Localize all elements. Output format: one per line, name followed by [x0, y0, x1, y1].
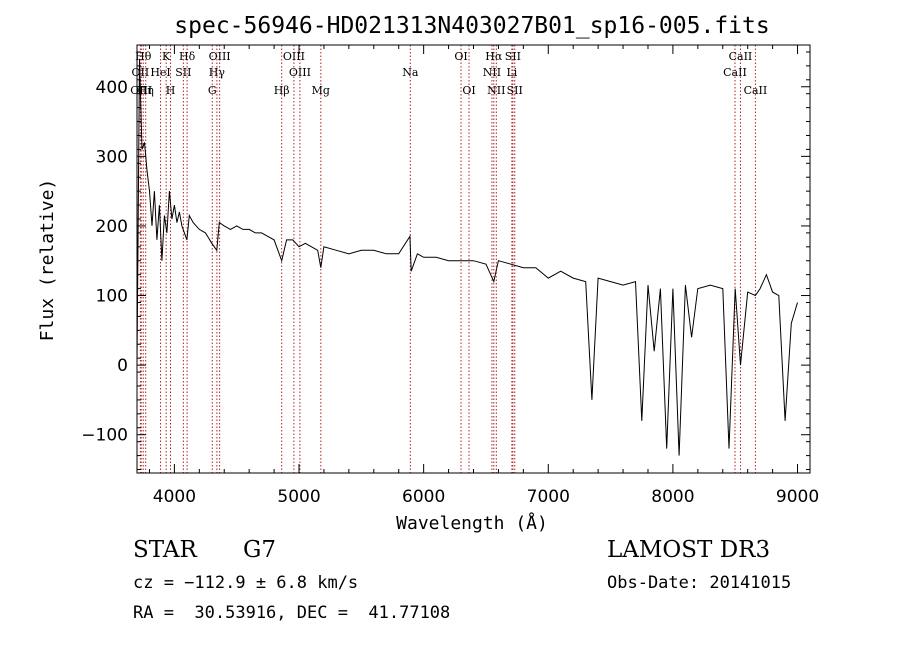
line-marker-label: OI	[462, 84, 475, 97]
line-marker-label: Hβ	[274, 84, 290, 97]
line-marker-label: Li	[506, 66, 517, 79]
object-class: STAR	[133, 537, 197, 563]
line-marker-label: CaII	[723, 66, 747, 79]
obs-date: Obs-Date: 20141015	[607, 573, 792, 593]
line-marker-label: SII	[505, 50, 521, 63]
y-axis: −100 0 100 200 300 400	[81, 51, 810, 471]
line-marker-label: G	[208, 84, 217, 97]
line-marker-label: Na	[402, 66, 419, 79]
x-tick-label: 5000	[277, 487, 320, 507]
line-marker-label: HeI	[150, 66, 170, 79]
chart-title: spec-56946-HD021313N403027B01_sp16-005.f…	[174, 13, 769, 39]
x-axis: 4000 5000 6000 7000 8000 9000	[148, 45, 819, 507]
line-marker-label: NII	[483, 66, 501, 79]
redshift-text: cz = −112.9 ± 6.8 km/s	[133, 573, 359, 593]
line-marker-label: SII	[175, 66, 191, 79]
x-tick-label: 4000	[153, 487, 196, 507]
line-marker-label: CaII	[744, 84, 768, 97]
x-axis-label: Wavelength (Å)	[396, 512, 548, 534]
y-tick-label: 400	[96, 78, 128, 98]
line-marker-label: OIII	[209, 50, 231, 63]
y-tick-label: 100	[96, 287, 128, 307]
spectral-subclass: G7	[243, 537, 277, 563]
x-tick-label: 6000	[402, 487, 445, 507]
survey-name: LAMOST DR3	[607, 537, 771, 563]
line-marker-label: K	[162, 50, 171, 63]
line-marker-label: SII	[507, 84, 523, 97]
line-marker-label: OI	[454, 50, 467, 63]
line-marker-label: H	[166, 84, 176, 97]
emission-line-markers	[139, 45, 756, 473]
y-tick-label: 200	[96, 217, 128, 237]
line-marker-label: Hα	[485, 50, 503, 63]
plot-frame	[136, 44, 811, 474]
y-tick-label: −100	[81, 426, 128, 446]
line-marker-label: Hγ	[209, 66, 226, 79]
y-axis-label: Flux (relative)	[37, 179, 58, 342]
line-marker-label: CaII	[729, 50, 753, 63]
spectrum-series-line	[136, 58, 798, 456]
line-marker-label: OIII	[289, 66, 311, 79]
y-tick-label: 300	[96, 147, 128, 167]
line-marker-label: NII	[487, 84, 505, 97]
line-marker-label: OIII	[130, 84, 152, 97]
line-marker-label: OIII	[283, 50, 305, 63]
x-tick-label: 8000	[651, 487, 694, 507]
coordinates-text: RA = 30.53916, DEC = 41.77108	[133, 603, 451, 623]
x-tick-label: 9000	[776, 487, 819, 507]
line-marker-label: Mg	[312, 84, 330, 97]
line-marker-label: Hδ	[179, 50, 196, 63]
y-tick-label: 0	[117, 356, 128, 376]
x-tick-label: 7000	[527, 487, 570, 507]
